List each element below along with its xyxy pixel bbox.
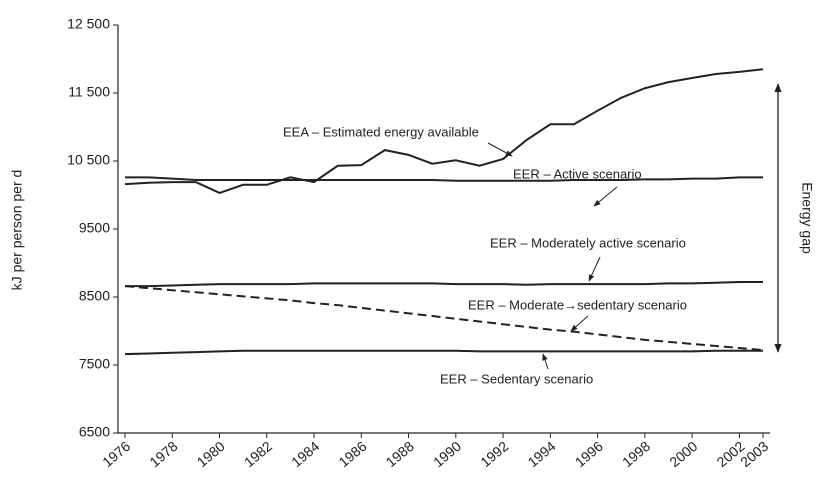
series-annotation: EER – Moderately active scenario [490,235,686,250]
y-tick-label: 10 500 [67,152,110,168]
series-line [125,176,763,182]
x-tick-label: 1990 [430,438,464,470]
series-annotation: EER – Moderate→sedentary scenario [468,297,687,312]
x-tick-label: 1986 [335,438,369,470]
y-tick-label: 6500 [79,424,110,440]
annotation-arrow [542,353,549,370]
y-tick-label: 12 500 [67,16,110,32]
y-tick-label: 11 500 [68,84,110,100]
x-tick-label: 1992 [477,438,511,470]
y-tick-label: 9500 [79,220,110,236]
series-annotation: EER – Active scenario [513,166,642,181]
x-tick-label: 2000 [666,438,700,470]
energy-gap-label: Energy gap [799,182,815,254]
series-line [124,349,763,356]
series-annotation: EEA – Estimated energy available [283,124,479,139]
y-axis-label: kJ per person per d [9,170,25,291]
series-line [124,68,764,195]
x-tick-label: 2003 [737,438,771,470]
x-tick-label: 1998 [619,438,653,470]
series-line [125,281,763,288]
x-tick-label: 1984 [288,438,322,470]
annotation-arrow [593,186,618,207]
annotation-arrow [570,315,589,332]
x-tick-label: 1996 [572,438,606,470]
annotation-arrow [487,142,513,157]
x-tick-label: 1988 [383,438,417,470]
x-tick-label: 1994 [524,438,558,470]
annotation-arrow [588,256,601,282]
x-tick-label: 1982 [241,438,275,470]
x-tick-label: 1976 [99,438,133,470]
y-tick-label: 8500 [79,288,110,304]
series-line [124,285,764,352]
x-tick-label: 1980 [194,438,228,470]
y-tick-label: 7500 [79,356,110,372]
x-tick-label: 1978 [146,438,180,470]
series-annotation: EER – Sedentary scenario [440,371,593,386]
